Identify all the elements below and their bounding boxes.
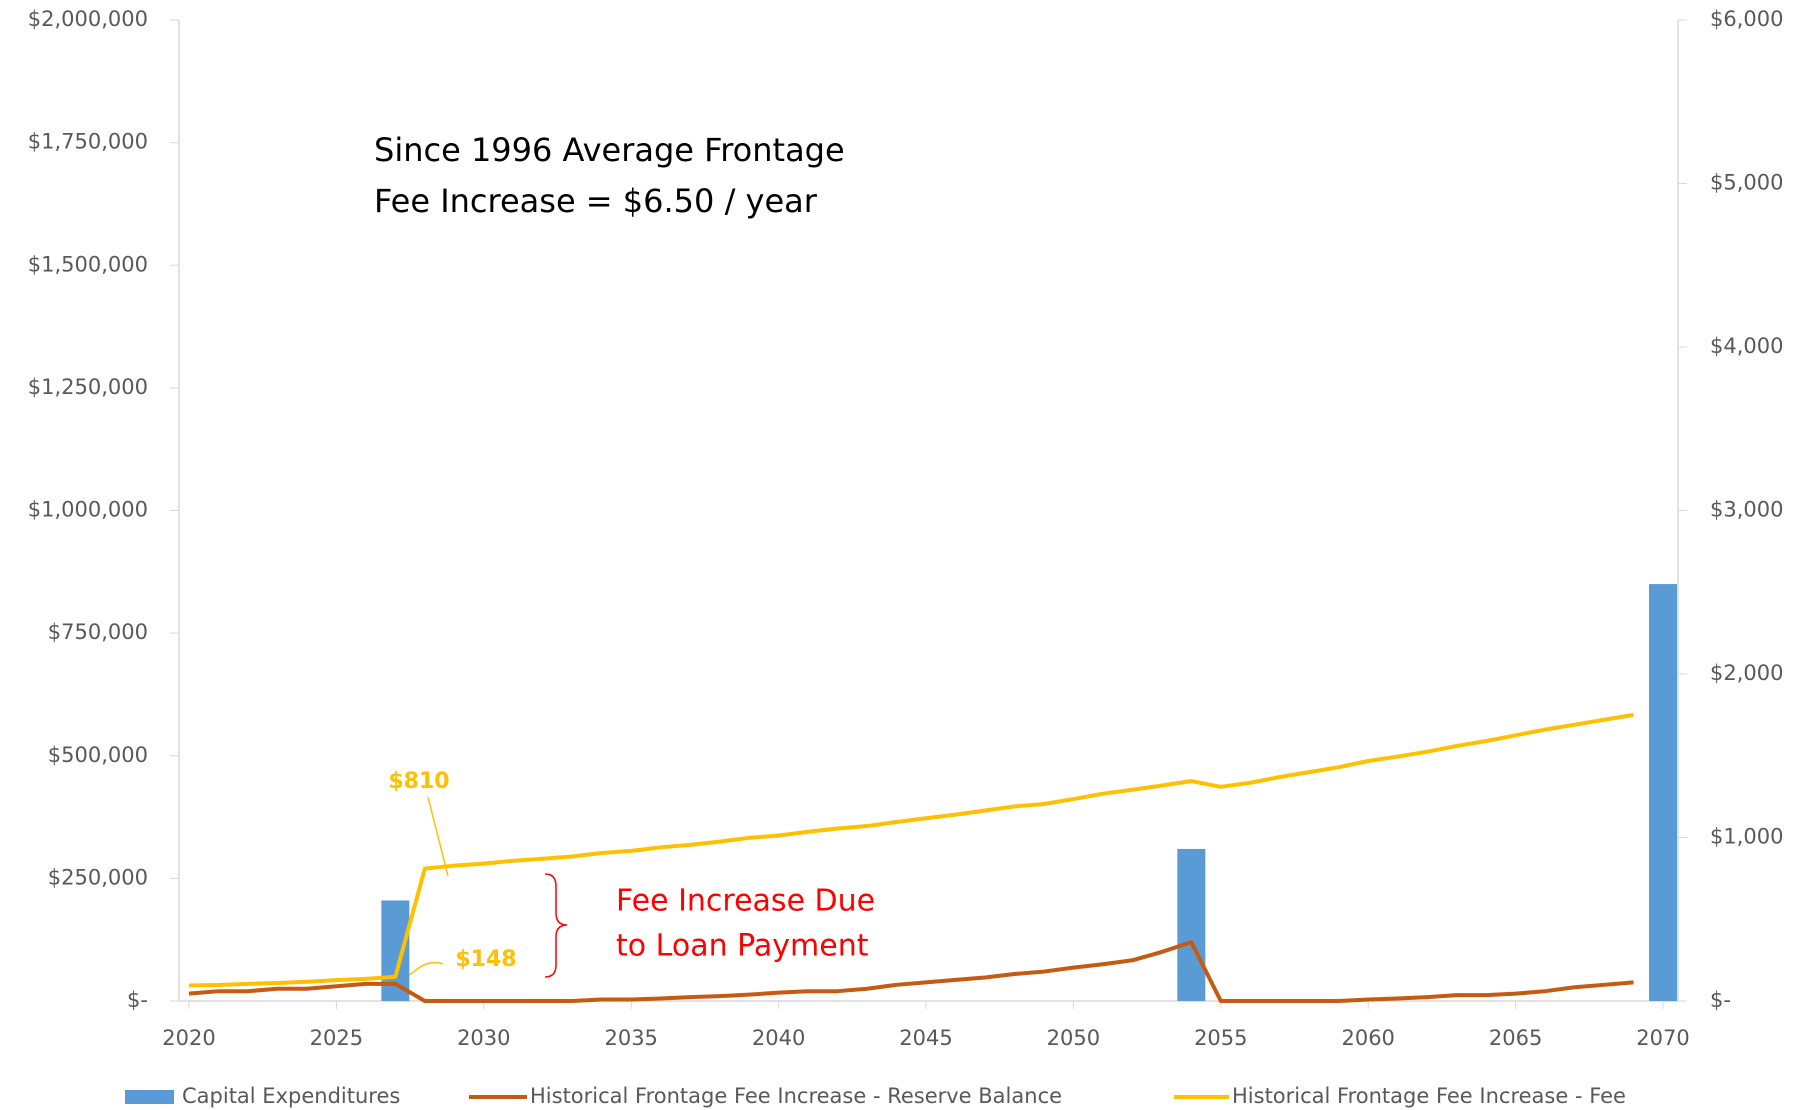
annotation-line: Fee Increase = $6.50 / year <box>374 182 818 220</box>
annotation-line: Since 1996 Average Frontage <box>374 131 845 169</box>
x-tick-label: 2025 <box>310 1026 363 1050</box>
y-tick-label: $- <box>127 988 148 1012</box>
legend-label: Historical Frontage Fee Increase - Fee <box>1232 1084 1626 1108</box>
leader-line <box>407 961 444 977</box>
y-tick-label: $750,000 <box>48 620 148 644</box>
y2-tick-label: $3,000 <box>1710 498 1783 522</box>
data-label: $810 <box>388 769 449 794</box>
line <box>188 712 1634 988</box>
y2-tick-label: $4,000 <box>1710 334 1783 358</box>
x-tick-label: 2060 <box>1341 1026 1394 1050</box>
line <box>188 940 1634 1003</box>
bar <box>1649 584 1677 1001</box>
x-tick-label: 2020 <box>162 1026 215 1050</box>
y-tick-label: $500,000 <box>48 743 148 767</box>
y-tick-label: $1,500,000 <box>28 252 148 276</box>
y-tick-label: $1,750,000 <box>28 130 148 154</box>
x-tick-label: 2040 <box>752 1026 805 1050</box>
x-tick-label: 2030 <box>457 1026 510 1050</box>
y-tick-label: $1,000,000 <box>28 498 148 522</box>
leader-line <box>427 796 449 877</box>
y2-tick-label: $1,000 <box>1710 825 1783 849</box>
legend-swatch <box>125 1090 174 1104</box>
y2-tick-label: $2,000 <box>1710 661 1783 685</box>
y2-tick-label: $6,000 <box>1710 7 1783 31</box>
y-tick-label: $250,000 <box>48 865 148 889</box>
y-tick-label: $1,250,000 <box>28 375 148 399</box>
brace <box>544 873 568 978</box>
x-tick-label: 2055 <box>1194 1026 1247 1050</box>
x-tick-label: 2070 <box>1636 1026 1689 1050</box>
annotation-line: Fee Increase Due <box>616 884 875 919</box>
annotation-line: to Loan Payment <box>616 929 869 964</box>
x-tick-label: 2050 <box>1047 1026 1100 1050</box>
y2-tick-label: $- <box>1710 988 1731 1012</box>
legend-label: Historical Frontage Fee Increase - Reser… <box>530 1084 1062 1108</box>
legend-label: Capital Expenditures <box>182 1084 400 1108</box>
bar <box>1177 848 1206 1001</box>
x-tick-label: 2045 <box>899 1026 952 1050</box>
data-label: $148 <box>455 947 516 972</box>
y2-tick-label: $5,000 <box>1710 171 1783 195</box>
y-tick-label: $2,000,000 <box>28 7 148 31</box>
x-tick-label: 2065 <box>1489 1026 1542 1050</box>
x-tick-label: 2035 <box>604 1026 657 1050</box>
